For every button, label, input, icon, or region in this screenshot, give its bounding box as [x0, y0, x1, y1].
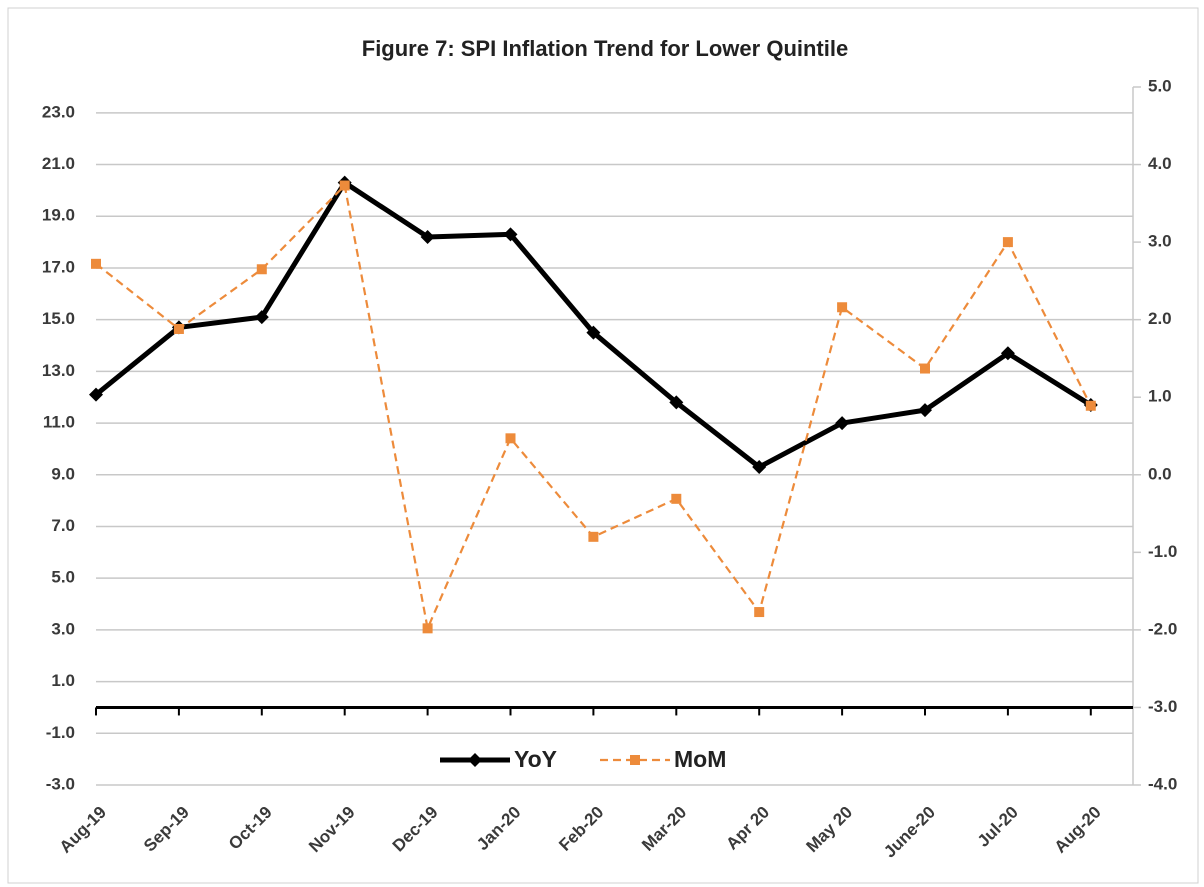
y-tick-label: 5.0 [51, 568, 75, 587]
marker [91, 258, 101, 269]
y-tick-label: 21.0 [42, 154, 75, 173]
y-tick-label: 17.0 [42, 257, 75, 276]
marker [671, 493, 682, 504]
legend-marker [630, 755, 640, 765]
legend-marker [468, 753, 482, 767]
marker [256, 264, 267, 275]
y-tick-label: 7.0 [51, 516, 75, 535]
marker [89, 387, 103, 402]
marker [754, 607, 765, 618]
y-tick-label: 23.0 [42, 102, 75, 121]
marker [920, 363, 930, 374]
chart-title: Figure 7: SPI Inflation Trend for Lower … [362, 36, 848, 61]
y2-tick-label: 2.0 [1148, 309, 1172, 328]
marker [503, 227, 518, 242]
marker [588, 531, 599, 542]
legend-label: MoM [674, 746, 726, 772]
marker [752, 460, 767, 475]
y2-tick-label: -1.0 [1148, 542, 1177, 561]
y-tick-label: 3.0 [51, 619, 75, 638]
marker [1002, 237, 1013, 248]
y-tick-label: 11.0 [43, 413, 75, 432]
marker [173, 323, 184, 334]
marker [1000, 346, 1015, 361]
y2-tick-label: 5.0 [1148, 76, 1172, 95]
y2-tick-label: -2.0 [1148, 619, 1177, 638]
y-tick-label: -3.0 [46, 774, 75, 793]
marker [505, 433, 516, 444]
marker [420, 229, 435, 244]
marker [422, 623, 433, 634]
marker [837, 302, 848, 313]
y-tick-label: 19.0 [42, 206, 75, 225]
y2-tick-label: -4.0 [1148, 774, 1177, 793]
y2-tick-label: 0.0 [1148, 464, 1172, 483]
y2-tick-label: 3.0 [1148, 232, 1172, 251]
y2-tick-label: 4.0 [1148, 154, 1172, 173]
y2-tick-label: 1.0 [1148, 387, 1172, 406]
marker [1085, 400, 1096, 411]
chart-border [7, 7, 1199, 884]
marker [835, 416, 850, 431]
y2-tick-label: -3.0 [1148, 697, 1177, 716]
marker [254, 310, 269, 325]
y-tick-label: 1.0 [51, 671, 75, 690]
y-tick-label: 9.0 [51, 464, 75, 483]
marker [669, 395, 684, 410]
y-tick-label: -1.0 [46, 723, 75, 742]
marker [586, 325, 601, 340]
y-tick-label: 13.0 [42, 361, 75, 380]
y-tick-label: 15.0 [42, 309, 75, 328]
marker [339, 180, 350, 191]
marker [918, 403, 932, 418]
legend-label: YoY [514, 746, 557, 772]
